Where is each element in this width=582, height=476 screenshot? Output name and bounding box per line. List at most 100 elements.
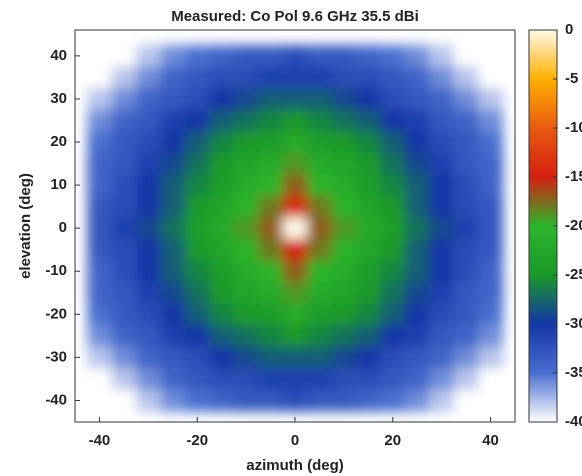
heatmap-cell xyxy=(111,174,137,197)
heatmap-cell xyxy=(258,195,284,218)
heatmap-cell xyxy=(331,260,357,283)
heatmap-cell xyxy=(258,109,284,132)
heatmap-cell xyxy=(185,217,210,240)
heatmap-cell xyxy=(331,152,357,175)
heatmap-cell xyxy=(307,217,333,240)
heatmap-cell xyxy=(209,389,235,412)
heatmap-cell xyxy=(111,45,137,68)
heatmap-cell xyxy=(233,217,259,240)
heatmap-cell xyxy=(356,109,382,132)
y-tick-label: 20 xyxy=(50,133,67,150)
heatmap-cell xyxy=(405,282,430,305)
heatmap-cell xyxy=(453,389,479,412)
heatmap-cell xyxy=(478,131,504,154)
colorbar-tick-label: -30 xyxy=(565,315,582,332)
heatmap-cell xyxy=(453,174,479,197)
heatmap-cell xyxy=(356,368,382,391)
heatmap-cell xyxy=(478,303,504,326)
heatmap-cell xyxy=(380,88,406,111)
heatmap-cell xyxy=(87,303,113,326)
heatmap-cell xyxy=(136,303,162,326)
heatmap-cell xyxy=(307,303,333,326)
heatmap-cell xyxy=(111,131,137,154)
heatmap-cell xyxy=(233,66,259,89)
heatmap-cell xyxy=(331,325,357,348)
heatmap-cell xyxy=(185,238,210,261)
heatmap-cell xyxy=(380,109,406,132)
heatmap-cell xyxy=(185,152,210,175)
heatmap-cell xyxy=(136,66,162,89)
heatmap-cell xyxy=(87,195,113,218)
heatmap-cell xyxy=(160,174,186,197)
heatmap-cell xyxy=(380,217,406,240)
y-tick-label: -40 xyxy=(45,391,67,408)
heatmap-cell xyxy=(111,260,137,283)
heatmap-cell xyxy=(136,282,162,305)
heatmap-cell xyxy=(233,260,259,283)
heatmap-cell xyxy=(453,217,479,240)
heatmap-cell xyxy=(258,282,284,305)
colorbar-tick-label: -20 xyxy=(565,217,582,234)
heatmap-cell xyxy=(282,282,308,305)
heatmap-cell xyxy=(111,152,137,175)
heatmap-cell xyxy=(429,88,455,111)
heatmap-cell xyxy=(209,346,235,369)
heatmap-cell xyxy=(331,282,357,305)
heatmap-cell xyxy=(453,45,479,68)
x-tick-label: 40 xyxy=(482,432,499,449)
heatmap-cell xyxy=(405,217,430,240)
heatmap-cell xyxy=(356,325,382,348)
heatmap-cell xyxy=(209,66,235,89)
heatmap-cell xyxy=(331,195,357,218)
heatmap-cell xyxy=(233,282,259,305)
heatmap-cell xyxy=(282,368,308,391)
heatmap-cell xyxy=(209,109,235,132)
heatmap-cell xyxy=(453,109,479,132)
heatmap-cell xyxy=(185,174,210,197)
heatmap-cell xyxy=(209,303,235,326)
heatmap-cell xyxy=(209,325,235,348)
heatmap-cell xyxy=(209,152,235,175)
heatmap-cell xyxy=(136,195,162,218)
heatmap-cell xyxy=(429,195,455,218)
heatmap-cell xyxy=(453,88,479,111)
heatmap-cell xyxy=(356,152,382,175)
heatmap-cell xyxy=(453,260,479,283)
heatmap-cell xyxy=(478,260,504,283)
heatmap-cell xyxy=(185,389,210,412)
heatmap-cell xyxy=(136,368,162,391)
heatmap-cell xyxy=(331,346,357,369)
heatmap-cell xyxy=(282,88,308,111)
y-tick-label: 30 xyxy=(50,90,67,107)
heatmap-cell xyxy=(405,238,430,261)
heatmap-cell xyxy=(87,217,113,240)
heatmap-cell xyxy=(453,346,479,369)
heatmap-cell xyxy=(233,346,259,369)
chart-title: Measured: Co Pol 9.6 GHz 35.5 dBi xyxy=(171,8,419,25)
heatmap-cell xyxy=(478,88,504,111)
heatmap-cell xyxy=(331,88,357,111)
heatmap-cell xyxy=(233,152,259,175)
heatmap-cell xyxy=(356,174,382,197)
heatmap-cell xyxy=(258,303,284,326)
heatmap-cell xyxy=(405,389,430,412)
heatmap-cell xyxy=(331,303,357,326)
x-tick-label: -40 xyxy=(89,432,111,449)
heatmap-cell xyxy=(111,66,137,89)
heatmap-cell xyxy=(87,260,113,283)
heatmap-cell xyxy=(209,195,235,218)
heatmap-cell xyxy=(136,346,162,369)
heatmap xyxy=(87,45,504,412)
colorbar-tick-label: -40 xyxy=(565,413,582,430)
heatmap-cell xyxy=(429,368,455,391)
heatmap-cell xyxy=(87,174,113,197)
heatmap-cell xyxy=(233,368,259,391)
heatmap-cell xyxy=(160,88,186,111)
heatmap-cell xyxy=(356,346,382,369)
heatmap-cell xyxy=(307,282,333,305)
heatmap-cell xyxy=(282,389,308,412)
heatmap-cell xyxy=(233,131,259,154)
heatmap-cell xyxy=(87,66,113,89)
heatmap-cell xyxy=(160,45,186,68)
